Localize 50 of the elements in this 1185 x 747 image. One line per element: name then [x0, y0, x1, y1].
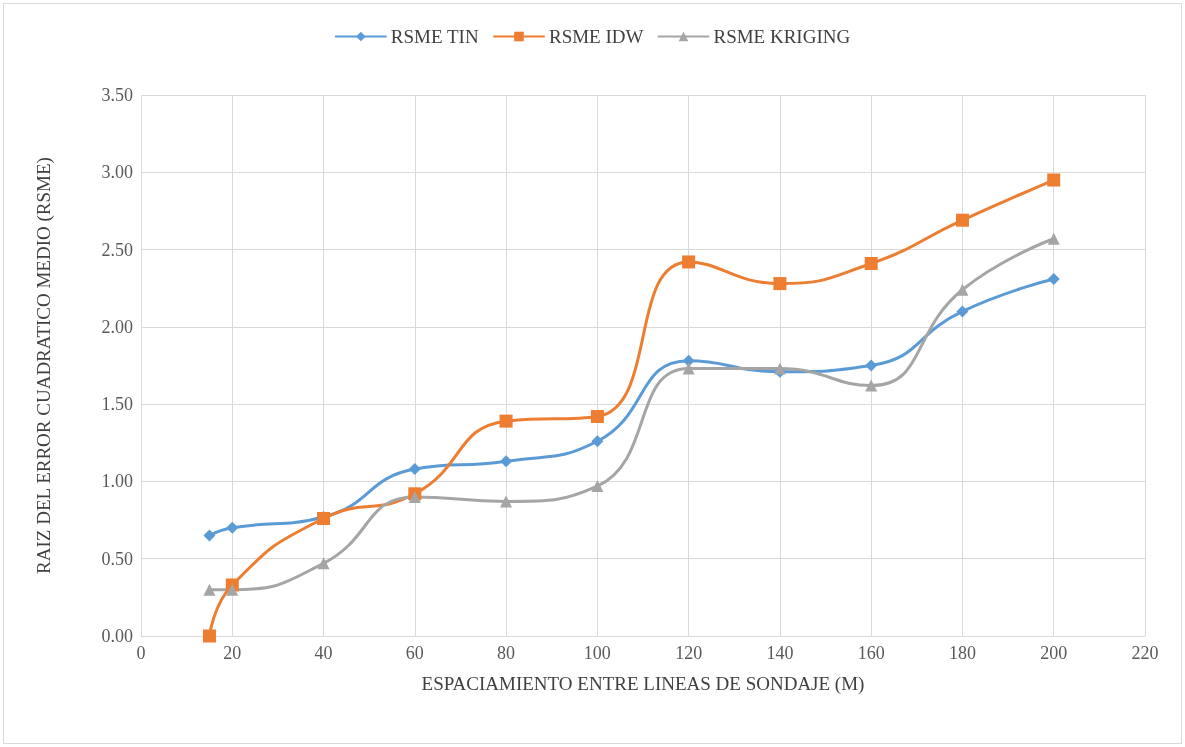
- y-tick-label: 1.00: [101, 471, 133, 492]
- point: [591, 480, 604, 493]
- point: [500, 455, 513, 468]
- point: [500, 495, 513, 508]
- y-tick-label: 2.50: [101, 239, 133, 260]
- point: [203, 583, 216, 596]
- point: [864, 256, 878, 270]
- point: [956, 305, 969, 318]
- x-tick-label: 60: [405, 643, 424, 663]
- point: [591, 435, 604, 448]
- x-tick-label: 120: [675, 643, 703, 663]
- point: [202, 629, 216, 643]
- legend-label: RSME IDW: [548, 26, 644, 47]
- x-tick-label: 20: [223, 643, 242, 663]
- point: [1047, 232, 1060, 245]
- point: [226, 521, 239, 534]
- point: [682, 255, 696, 269]
- point: [865, 379, 878, 392]
- point: [773, 277, 787, 291]
- y-tick-label: 0.50: [101, 548, 133, 569]
- point: [499, 414, 513, 428]
- y-tick-label: 1.50: [101, 394, 133, 415]
- x-tick-label: 200: [1040, 643, 1068, 663]
- x-tick-label: 160: [857, 643, 885, 663]
- y-axis-title: RAIZ DEL ERROR CUADRATICO MEDIO (RSME): [33, 157, 55, 574]
- x-tick-label: 220: [1131, 643, 1159, 663]
- y-tick-label: 0.00: [101, 626, 133, 646]
- x-tick-label: 180: [948, 643, 976, 663]
- x-tick-label: 0: [136, 643, 146, 663]
- point: [590, 410, 604, 424]
- point: [865, 359, 878, 372]
- point: [682, 362, 695, 375]
- legend-label: RSME TIN: [390, 26, 479, 47]
- x-tick-label: 40: [314, 643, 333, 663]
- y-tick-label: 3.50: [101, 85, 133, 105]
- x-axis-title: ESPACIAMIENTO ENTRE LINEAS DE SONDAJE (M): [421, 673, 865, 695]
- x-tick-label: 140: [766, 643, 794, 663]
- point: [955, 213, 969, 227]
- legend-label: RSME KRIGING: [713, 26, 851, 47]
- point: [682, 354, 695, 367]
- point: [408, 463, 421, 476]
- x-tick-label: 80: [497, 643, 516, 663]
- y-tick-label: 3.00: [101, 162, 133, 183]
- point: [1047, 173, 1061, 187]
- point: [1047, 272, 1060, 285]
- point: [317, 557, 330, 570]
- point: [203, 529, 216, 542]
- y-tick-label: 2.00: [101, 316, 133, 337]
- point: [226, 583, 239, 596]
- x-tick-label: 100: [583, 643, 611, 663]
